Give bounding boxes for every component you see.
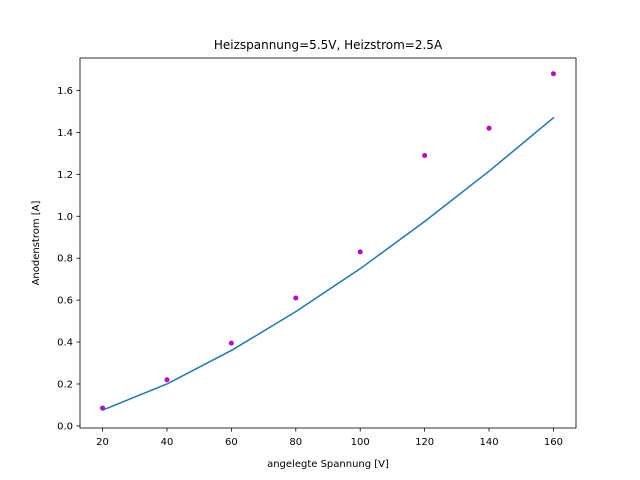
data-point — [550, 71, 556, 77]
y-axis: 0.0 0.2 0.4 0.6 0.8 1.0 1.2 1.4 1.6 — [57, 86, 80, 432]
chart-title: Heizspannung=5.5V, Heizstrom=2.5A — [214, 38, 443, 52]
x-axis: 20 40 60 80 100 120 140 160 — [96, 428, 563, 448]
y-tick-label: 0.6 — [57, 296, 73, 307]
data-point — [164, 377, 170, 383]
y-tick-label: 1.6 — [57, 86, 73, 97]
x-tick-label: 120 — [415, 437, 434, 448]
x-axis-label: angelegte Spannung [V] — [267, 459, 389, 470]
y-tick-label: 0.0 — [57, 421, 73, 432]
axes-frame — [79, 57, 577, 429]
series-line — [101, 116, 555, 412]
data-point — [486, 125, 492, 131]
x-tick-label: 20 — [96, 437, 109, 448]
y-tick-label: 0.4 — [57, 338, 73, 349]
y-tick-label: 1.4 — [57, 128, 73, 139]
data-point — [422, 152, 428, 158]
x-tick-label: 80 — [289, 437, 302, 448]
plot-layer — [100, 71, 556, 412]
y-tick-label: 0.2 — [57, 379, 73, 390]
x-tick-label: 60 — [225, 437, 238, 448]
data-point — [357, 249, 363, 255]
y-tick-label: 1.0 — [57, 212, 73, 223]
y-tick-label: 0.8 — [57, 254, 73, 265]
x-tick-label: 160 — [544, 437, 563, 448]
data-point — [293, 295, 299, 301]
x-tick-label: 140 — [479, 437, 498, 448]
x-tick-label: 100 — [351, 437, 370, 448]
y-axis-label: Anodenstrom [A] — [31, 200, 42, 285]
data-point — [228, 340, 234, 346]
y-tick-label: 1.2 — [57, 170, 73, 181]
x-tick-label: 40 — [161, 437, 174, 448]
